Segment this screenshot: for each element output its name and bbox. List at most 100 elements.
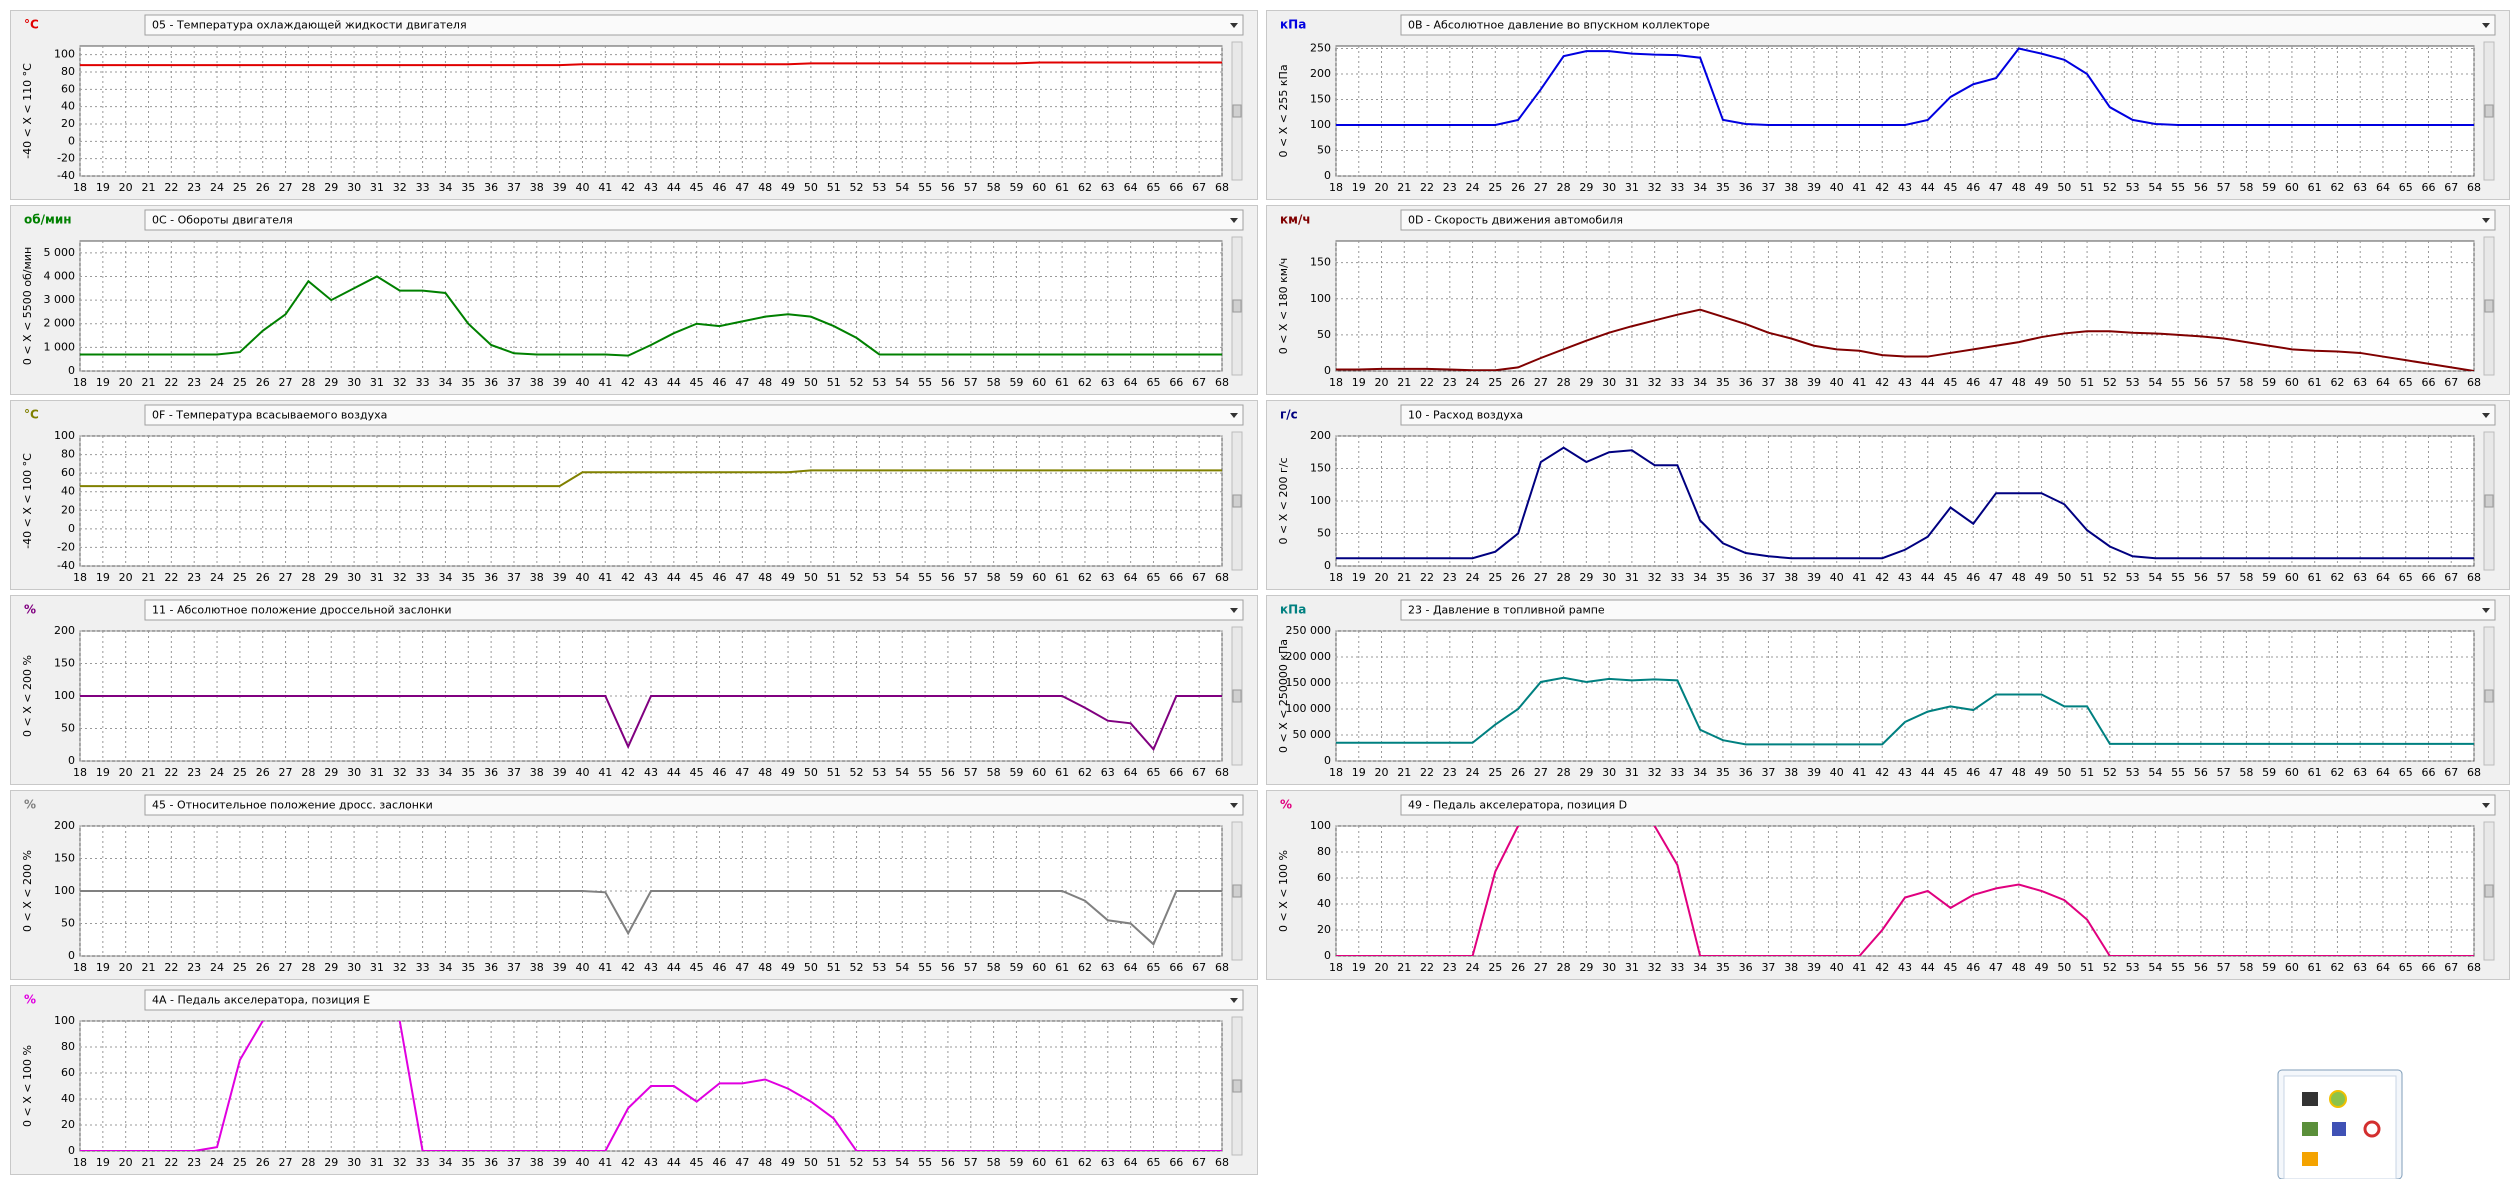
parameter-selector[interactable] [1400,404,2496,426]
x-tick-label: 21 [1397,961,1411,974]
x-tick-label: 67 [1192,376,1206,389]
x-tick-label: 43 [644,376,658,389]
x-tick-label: 59 [2262,766,2276,779]
parameter-selector[interactable] [144,14,1244,36]
x-tick-label: 57 [2217,961,2231,974]
x-tick-label: 59 [1009,181,1023,194]
parameter-selector[interactable] [1400,14,2496,36]
tray-icon[interactable] [2332,1122,2346,1136]
y-range-label: 0 < X < 100 % [21,1045,34,1127]
data-line [80,890,1222,946]
x-tick-label: 29 [1579,376,1593,389]
x-tick-label: 48 [758,766,772,779]
y-tick-label: 100 [1310,292,1331,305]
parameter-selector[interactable] [1400,599,2496,621]
x-tick-label: 61 [2308,181,2322,194]
x-tick-label: 18 [73,376,87,389]
y-range-label: 0 < X < 180 км/ч [1277,258,1290,355]
scrollbar-thumb[interactable] [2484,884,2494,898]
tray-icon[interactable] [2363,1120,2381,1138]
x-tick-label: 45 [1944,376,1958,389]
x-tick-label: 31 [1625,376,1639,389]
x-tick-label: 43 [1898,571,1912,584]
parameter-selector[interactable] [1400,209,2496,231]
x-tick-label: 49 [2035,571,2049,584]
x-tick-label: 42 [621,376,635,389]
parameter-selector[interactable] [144,989,1244,1011]
x-tick-label: 19 [1352,961,1366,974]
parameter-title: 11 - Абсолютное положение дроссельной за… [152,604,452,617]
unit-label: г/с [1280,408,1298,422]
scrollbar-thumb[interactable] [2484,689,2494,703]
x-tick-label: 68 [2467,766,2481,779]
tray-icon[interactable] [2302,1152,2318,1166]
x-tick-label: 64 [2376,376,2390,389]
x-tick-label: 61 [2308,571,2322,584]
x-tick-label: 63 [1101,766,1115,779]
y-tick-label: 20 [1317,923,1331,936]
parameter-selector[interactable] [144,209,1244,231]
x-tick-label: 49 [781,961,795,974]
x-tick-label: 62 [2330,571,2344,584]
x-tick-label: 24 [1466,181,1480,194]
x-tick-label: 24 [1466,766,1480,779]
scrollbar-thumb[interactable] [1232,1079,1242,1093]
y-tick-label: 100 000 [1286,702,1332,715]
parameter-selector[interactable] [144,599,1244,621]
x-tick-label: 64 [1124,181,1138,194]
x-tick-label: 28 [1557,571,1571,584]
scrollbar-thumb[interactable] [2484,494,2494,508]
scrollbar-thumb[interactable] [1232,494,1242,508]
x-tick-label: 54 [2148,961,2162,974]
tray-icon[interactable] [2329,1090,2347,1108]
parameter-selector[interactable] [1400,794,2496,816]
x-tick-label: 57 [2217,376,2231,389]
y-tick-label: 100 [54,689,75,702]
x-tick-label: 55 [2171,376,2185,389]
unit-label: кПа [1280,603,1306,617]
x-tick-label: 28 [1557,961,1571,974]
x-tick-label: 29 [324,766,338,779]
x-tick-label: 56 [2194,181,2208,194]
scrollbar-thumb[interactable] [1232,104,1242,118]
parameter-selector[interactable] [144,794,1244,816]
scrollbar-thumb[interactable] [1232,689,1242,703]
x-tick-label: 36 [484,961,498,974]
x-tick-label: 45 [690,1156,704,1169]
x-tick-label: 41 [1852,961,1866,974]
tray-icon[interactable] [2302,1122,2318,1136]
x-tick-label: 40 [575,961,589,974]
data-line [80,695,1222,752]
tray-icon[interactable] [2302,1092,2318,1106]
x-tick-label: 32 [393,571,407,584]
scrollbar-thumb[interactable] [1232,299,1242,313]
x-tick-label: 58 [987,571,1001,584]
x-tick-label: 41 [1852,766,1866,779]
x-tick-label: 61 [1055,181,1069,194]
x-tick-label: 43 [644,1156,658,1169]
x-tick-label: 56 [941,181,955,194]
x-tick-label: 56 [941,376,955,389]
x-tick-label: 55 [918,571,932,584]
x-tick-label: 23 [1443,376,1457,389]
x-tick-label: 20 [1375,376,1389,389]
x-tick-label: 40 [575,376,589,389]
x-tick-label: 49 [781,376,795,389]
x-tick-label: 35 [461,181,475,194]
parameter-selector[interactable] [144,404,1244,426]
scrollbar-thumb[interactable] [2484,104,2494,118]
x-tick-label: 44 [667,961,681,974]
scrollbar-thumb[interactable] [2484,299,2494,313]
x-tick-label: 62 [2330,181,2344,194]
x-tick-label: 62 [1078,766,1092,779]
chart-panel: км/ч 0D - Скорость движения автомобиля 0 <… [1266,205,2510,395]
x-tick-label: 60 [2285,376,2299,389]
x-tick-label: 42 [1875,961,1889,974]
dropdown-arrow [2482,218,2490,223]
x-tick-label: 61 [1055,1156,1069,1169]
x-tick-label: 64 [1124,1156,1138,1169]
x-tick-label: 52 [2103,181,2117,194]
scrollbar-thumb[interactable] [1232,884,1242,898]
x-tick-label: 55 [2171,571,2185,584]
